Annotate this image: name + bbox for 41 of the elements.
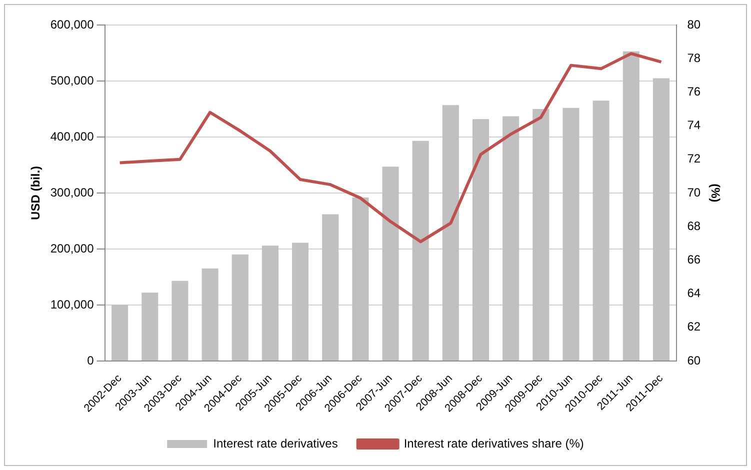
y-tick-label: 500,000 [50, 73, 94, 88]
y2-tick-label: 78 [687, 50, 701, 65]
bar [502, 116, 520, 360]
y-tick-label: 400,000 [50, 129, 94, 144]
y-tick-label: 0 [87, 353, 94, 368]
bar [592, 100, 610, 360]
bar [652, 78, 670, 360]
y2-tick-label: 66 [687, 252, 701, 266]
bar [232, 254, 248, 360]
bar [202, 268, 218, 360]
y2-tick-label: 80 [687, 17, 701, 32]
bar [142, 292, 158, 360]
y2-axis-title: (%) [708, 184, 722, 202]
y-tick-label: 300,000 [50, 185, 94, 200]
legend-label: Interest rate derivatives share (%) [404, 436, 584, 450]
bar [172, 280, 188, 360]
bar [112, 304, 128, 360]
bar [382, 166, 399, 360]
legend-label: Interest rate derivatives [213, 436, 338, 450]
bar [622, 51, 640, 360]
y2-tick-label: 76 [687, 84, 701, 98]
y2-tick-label: 68 [687, 218, 701, 233]
bar [292, 242, 309, 360]
bar [562, 108, 580, 360]
bar [472, 119, 490, 360]
bar [442, 105, 459, 360]
y-tick-label: 100,000 [50, 297, 94, 312]
y2-tick-label: 72 [687, 152, 701, 166]
bar [262, 246, 278, 360]
y2-tick-label: 70 [687, 185, 701, 200]
y-axis-title: USD (bil.) [28, 166, 43, 220]
y2-tick-label: 74 [687, 118, 701, 132]
y-tick-label: 600,000 [50, 17, 94, 32]
bar [532, 108, 550, 360]
bar [322, 214, 339, 360]
y2-tick-label: 60 [687, 353, 701, 368]
y2-tick-label: 62 [687, 320, 701, 334]
y2-tick-label: 64 [687, 286, 701, 300]
y-tick-label: 200,000 [50, 241, 94, 256]
bar [412, 140, 429, 360]
bar [352, 197, 369, 360]
